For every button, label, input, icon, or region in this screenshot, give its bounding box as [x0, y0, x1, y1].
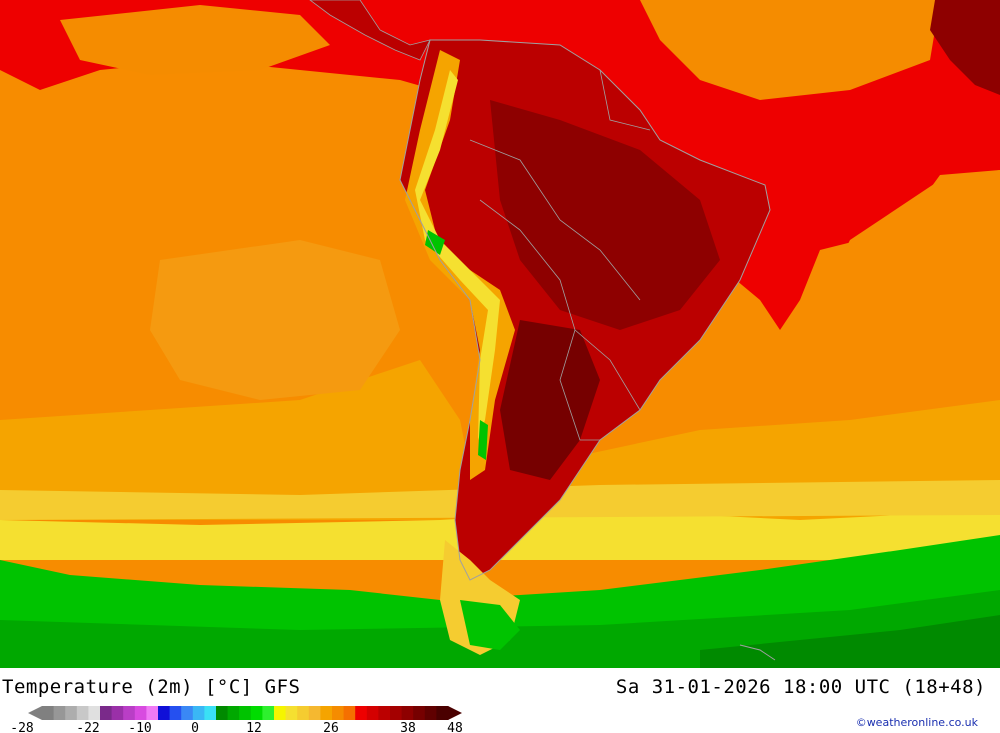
footer-bar — [0, 668, 1000, 733]
legend-tick-label: -10 — [128, 721, 151, 733]
legend-swatch — [88, 706, 101, 720]
legend-swatch — [181, 706, 194, 720]
east-atlantic-orange — [820, 170, 1000, 390]
andes-green-patch — [425, 230, 488, 460]
antarctic-peninsula — [739, 644, 776, 661]
legend-tick-label: 48 — [447, 721, 463, 733]
legend-tick-label: 12 — [246, 721, 262, 733]
legend-swatch — [378, 706, 391, 720]
northeast-orange-patch — [640, 0, 940, 100]
legend-swatch — [227, 706, 240, 720]
legend-swatch — [320, 706, 333, 720]
legend-swatch — [250, 706, 263, 720]
tierra-del-fuego — [460, 600, 520, 650]
legend-arrow-right — [448, 706, 462, 720]
credit-link[interactable]: ©weatheronline.co.uk — [855, 716, 978, 729]
forecast-datetime: Sa 31-01-2026 18:00 UTC (18+48) — [615, 676, 986, 698]
map-title: Temperature (2m) [°C] GFS — [2, 676, 301, 698]
legend-swatch — [343, 706, 356, 720]
legend-swatch — [192, 706, 205, 720]
legend-swatch — [239, 706, 252, 720]
color-legend: -28 -22 -10 0 12 26 38 48 — [10, 706, 463, 733]
legend-swatch — [169, 706, 182, 720]
country-borders — [469, 69, 651, 441]
south-pacific-mild — [0, 360, 1000, 520]
central-pacific-mild — [150, 240, 400, 400]
legend-swatch — [390, 706, 403, 720]
north-warm-patch — [60, 5, 330, 75]
darker-green-band — [700, 615, 1000, 668]
legend-swatch — [262, 706, 275, 720]
legend-swatch — [285, 706, 298, 720]
legend-swatch — [413, 706, 426, 720]
legend-swatch — [123, 706, 136, 720]
legend-swatch — [366, 706, 379, 720]
legend-swatch — [53, 706, 66, 720]
legend-swatch — [146, 706, 159, 720]
legend-swatch — [436, 706, 449, 720]
legend-swatch — [100, 706, 113, 720]
legend-swatch — [111, 706, 124, 720]
legend-arrow-left — [28, 706, 42, 720]
legend-swatch — [134, 706, 147, 720]
legend-swatch — [204, 706, 217, 720]
legend-tick-label: 0 — [191, 721, 199, 733]
legend-labels: -28 -22 -10 0 12 26 38 48 — [10, 721, 463, 733]
central-america — [309, 0, 431, 61]
africa-corner — [930, 0, 1000, 95]
legend-swatch — [158, 706, 171, 720]
legend-swatch — [297, 706, 310, 720]
legend-swatch — [332, 706, 345, 720]
temperature-map — [0, 0, 1000, 668]
legend-swatch — [65, 706, 78, 720]
legend-swatches — [28, 706, 462, 720]
legend-swatch — [401, 706, 414, 720]
legend-swatch — [76, 706, 89, 720]
chaco-very-hot — [500, 320, 600, 480]
legend-swatch — [42, 706, 55, 720]
legend-swatch — [274, 706, 287, 720]
legend-swatch — [308, 706, 321, 720]
legend-swatch — [424, 706, 437, 720]
legend-tick-label: 38 — [400, 721, 416, 733]
legend-tick-label: 26 — [323, 721, 339, 733]
legend-swatch — [355, 706, 368, 720]
legend-tick-label: -28 — [10, 721, 33, 733]
legend-swatch — [216, 706, 229, 720]
legend-tick-label: -22 — [76, 721, 99, 733]
coastline — [399, 39, 771, 581]
interior-very-hot — [490, 100, 720, 330]
